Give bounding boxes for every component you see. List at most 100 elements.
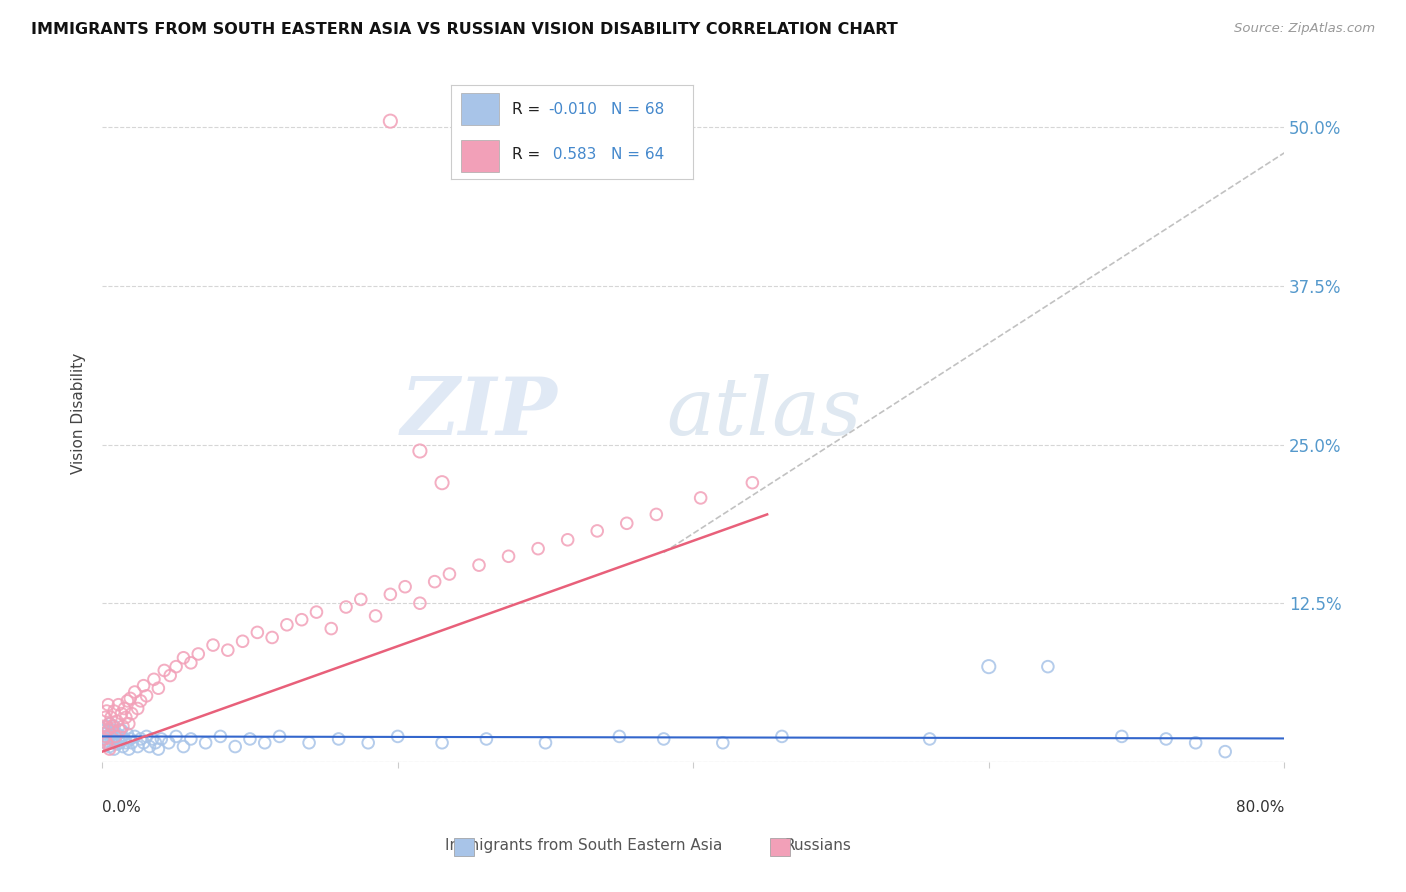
Point [117, 694, 139, 708]
Point [423, 574, 446, 589]
Point [770, 730, 793, 744]
Text: Russians: Russians [785, 838, 852, 853]
Point [239, 731, 262, 746]
Point [103, 719, 125, 733]
Text: 0.0%: 0.0% [103, 800, 141, 815]
Point [135, 730, 157, 744]
Point [172, 739, 194, 754]
Point [105, 727, 128, 741]
Point [111, 719, 134, 733]
Point [100, 727, 122, 741]
Point [96, 736, 118, 750]
Point [110, 730, 132, 744]
Point [430, 475, 453, 490]
Point [94, 730, 117, 744]
Point [409, 444, 432, 458]
Point [101, 736, 124, 750]
Point [1036, 659, 1059, 673]
Point [586, 524, 609, 538]
Point [153, 664, 176, 678]
Point [98, 742, 121, 756]
Point [180, 656, 202, 670]
Point [977, 659, 1000, 673]
Point [180, 731, 202, 746]
Point [124, 730, 146, 744]
Text: IMMIGRANTS FROM SOUTH EASTERN ASIA VS RUSSIAN VISION DISABILITY CORRELATION CHAR: IMMIGRANTS FROM SOUTH EASTERN ASIA VS RU… [31, 22, 897, 37]
Point [1154, 731, 1177, 746]
Point [328, 731, 350, 746]
Point [253, 736, 276, 750]
Point [269, 730, 291, 744]
Point [165, 730, 187, 744]
Point [194, 736, 217, 750]
Point [129, 731, 152, 746]
Point [298, 736, 321, 750]
Point [103, 742, 125, 756]
Point [97, 698, 120, 712]
Point [145, 736, 167, 750]
Point [150, 731, 173, 746]
Point [209, 730, 232, 744]
Point [527, 541, 550, 556]
Point [246, 625, 269, 640]
Point [645, 508, 668, 522]
Point [96, 730, 118, 744]
Point [498, 549, 520, 564]
Point [118, 716, 141, 731]
Point [357, 736, 380, 750]
Point [93, 719, 115, 733]
Point [148, 681, 170, 696]
Point [94, 736, 117, 750]
Point [157, 736, 180, 750]
Point [132, 736, 155, 750]
Point [1111, 730, 1133, 744]
Point [616, 516, 638, 531]
Text: 80.0%: 80.0% [1236, 800, 1284, 815]
Text: atlas: atlas [666, 374, 862, 451]
Point [148, 742, 170, 756]
Point [142, 673, 165, 687]
Point [609, 730, 631, 744]
Point [187, 647, 209, 661]
Point [104, 734, 127, 748]
Point [364, 608, 387, 623]
Text: Source: ZipAtlas.com: Source: ZipAtlas.com [1234, 22, 1375, 36]
Point [100, 731, 122, 746]
Point [557, 533, 579, 547]
Point [141, 731, 163, 746]
Point [93, 727, 115, 741]
Point [534, 736, 557, 750]
Point [276, 617, 298, 632]
Point [165, 659, 187, 673]
Point [468, 558, 491, 573]
Point [101, 719, 124, 733]
Text: ZIP: ZIP [401, 374, 557, 451]
Point [711, 736, 734, 750]
Point [97, 724, 120, 739]
Point [98, 716, 121, 731]
Point [104, 730, 127, 744]
Point [121, 706, 143, 721]
Point [232, 634, 254, 648]
Point [120, 691, 142, 706]
Point [108, 736, 131, 750]
Point [96, 704, 118, 718]
Point [115, 736, 138, 750]
Point [127, 739, 149, 754]
Point [409, 596, 432, 610]
Point [107, 731, 129, 746]
Point [380, 587, 402, 601]
Point [104, 730, 127, 744]
Point [439, 567, 461, 582]
Point [135, 689, 157, 703]
Point [689, 491, 711, 505]
Point [100, 710, 122, 724]
Point [127, 701, 149, 715]
Point [305, 605, 328, 619]
Point [107, 698, 129, 712]
Point [105, 714, 128, 729]
Point [394, 580, 416, 594]
Point [97, 723, 120, 737]
Point [111, 739, 134, 754]
Point [138, 739, 160, 754]
